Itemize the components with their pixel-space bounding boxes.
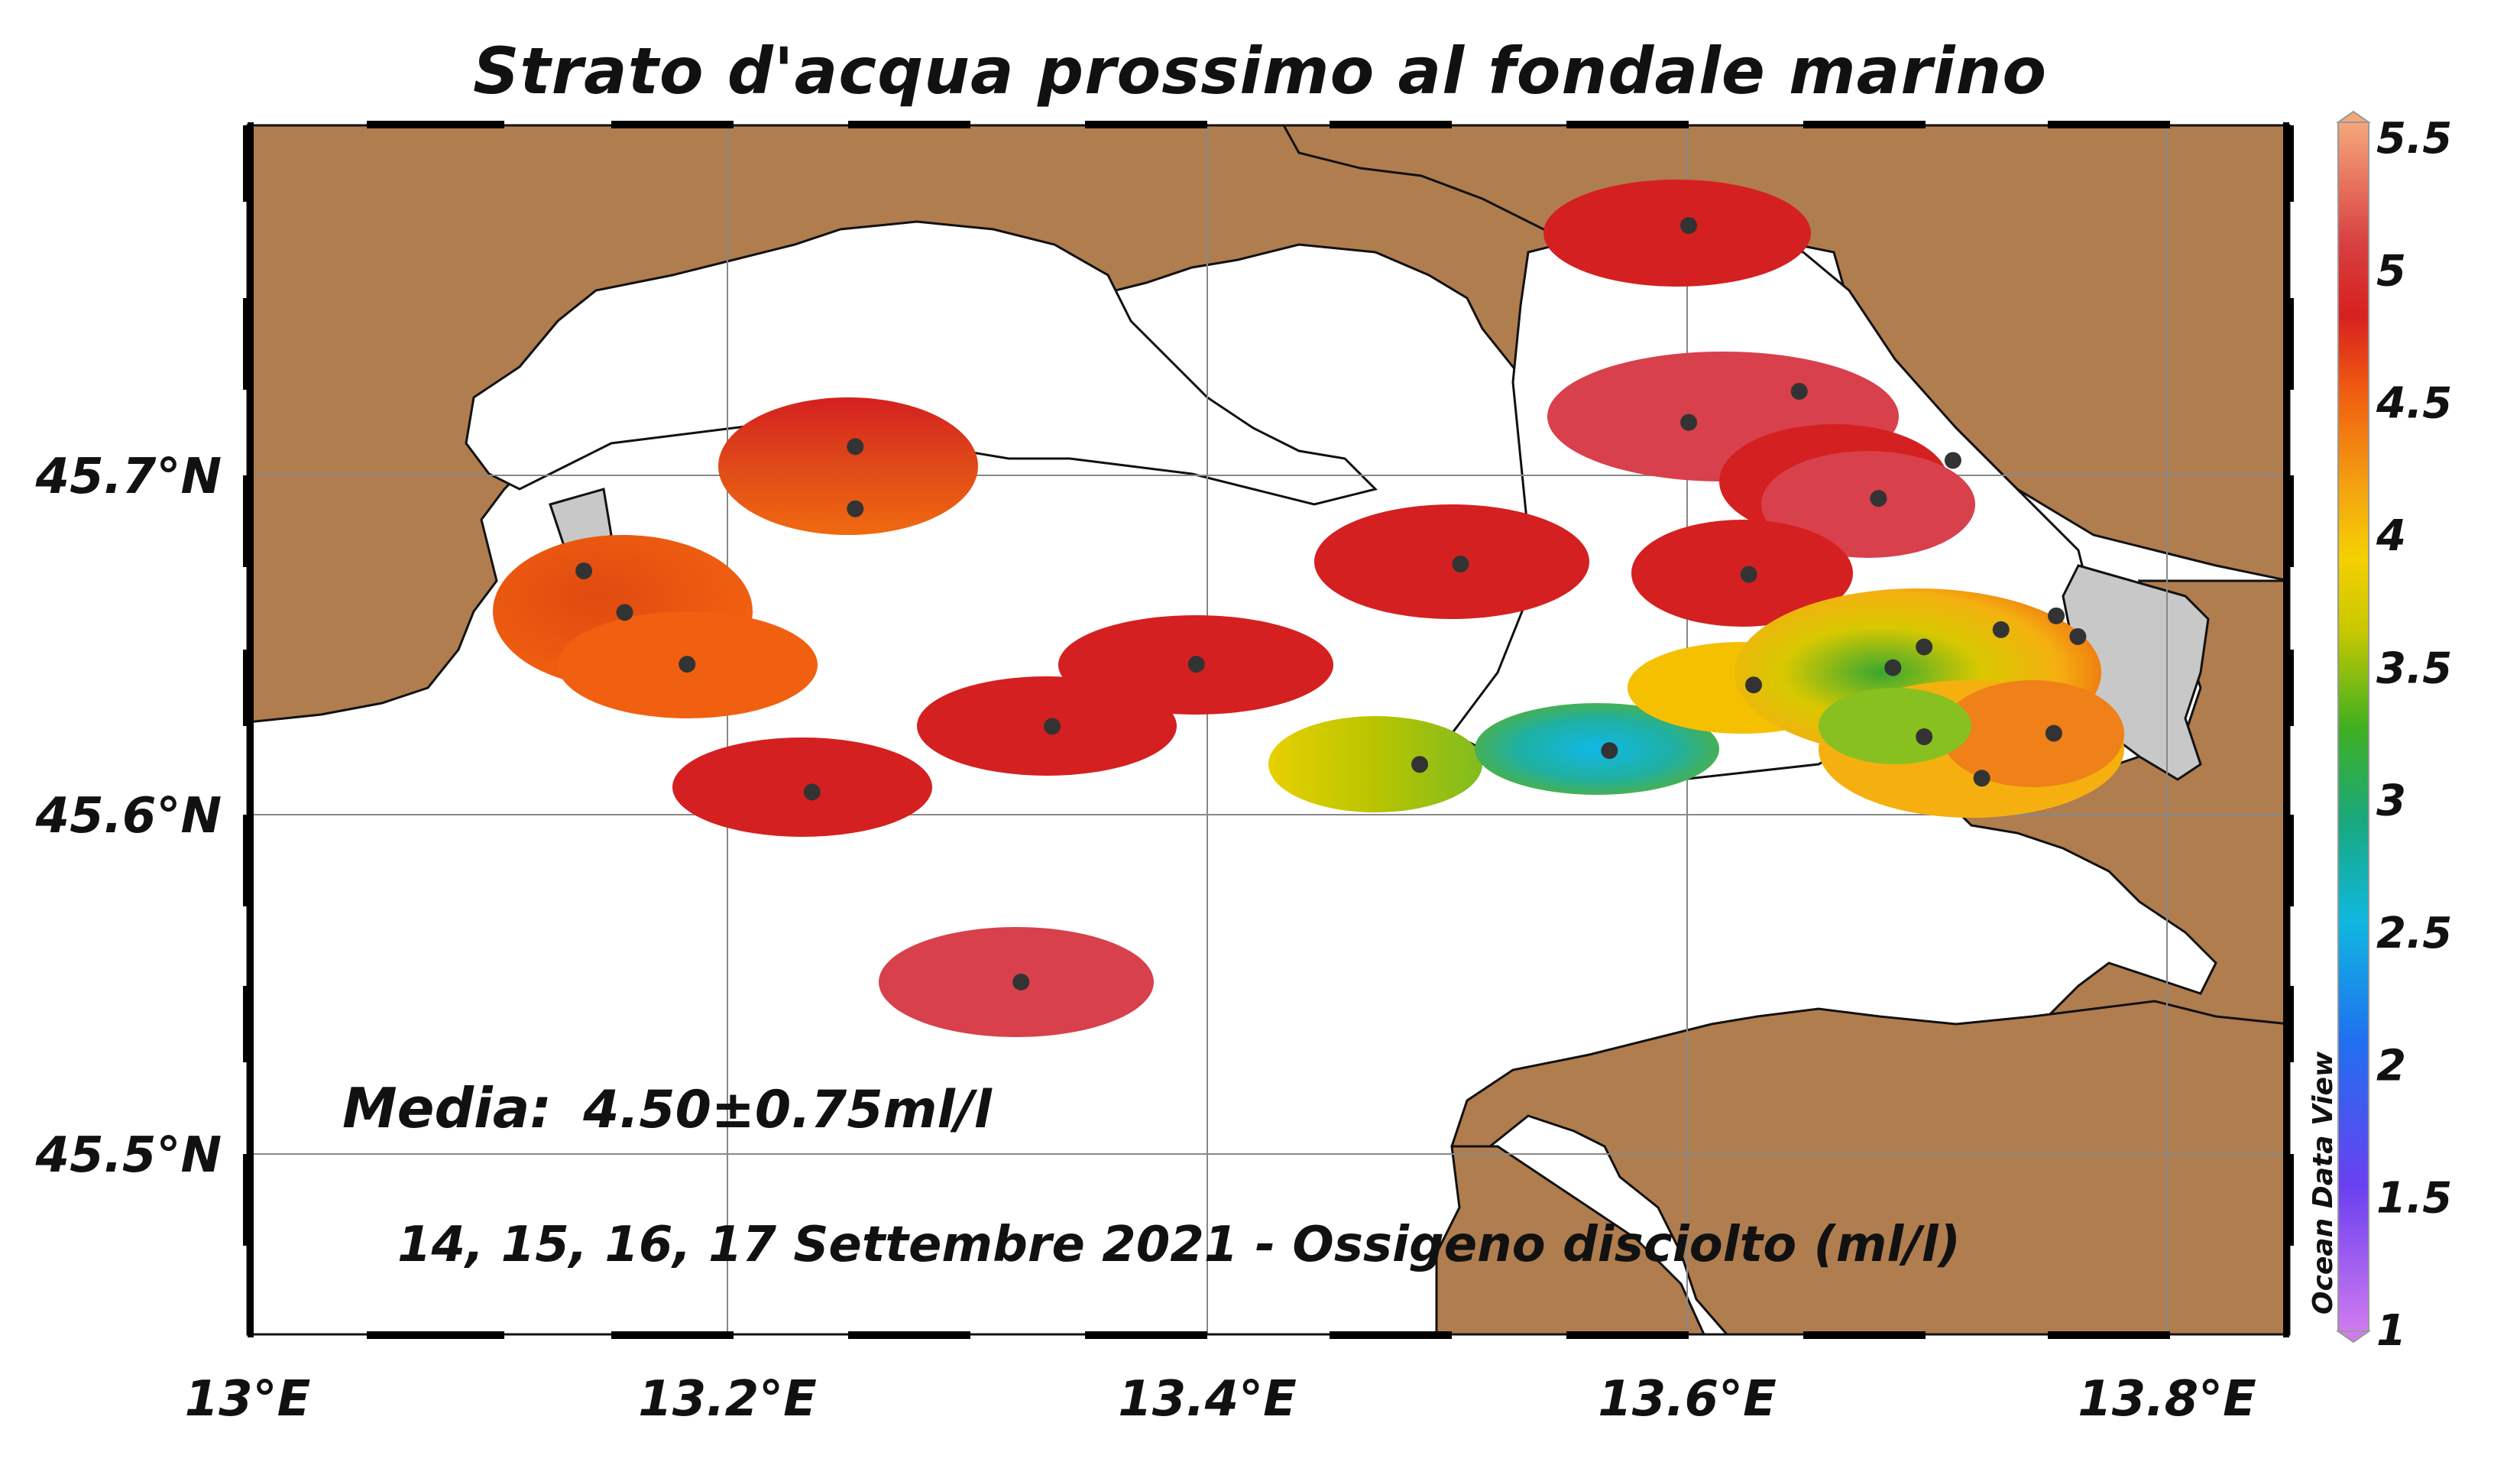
- station-marker: [1680, 217, 1698, 235]
- colorbar-tick-label: 1.5: [2376, 1174, 2452, 1224]
- land-south: [1450, 1000, 2289, 1334]
- station-marker: [1411, 756, 1429, 773]
- colorbar-tick-label: 4: [2376, 511, 2406, 561]
- x-tick-label: 13.6°E: [1598, 1371, 1777, 1428]
- blob-c1: [1314, 504, 1589, 619]
- y-tick-label: 45.7°N: [35, 449, 222, 505]
- station-marker: [2069, 627, 2087, 645]
- blob-e5: [1819, 688, 1971, 764]
- x-tick-label: 13.4°E: [1118, 1371, 1297, 1428]
- blob-e4: [1941, 680, 2124, 787]
- y-tick-label: 45.5°N: [35, 1127, 222, 1184]
- station-marker: [1944, 452, 1961, 469]
- station-marker: [1916, 638, 1933, 656]
- station-marker: [2048, 607, 2065, 624]
- watermark-ocean-data-view: Ocean Data View: [2308, 1051, 2339, 1315]
- mean-label: Media: 4.50±0.75ml/l: [342, 1076, 993, 1140]
- map-title: Strato d'acqua prossimo al fondale marin…: [472, 34, 2048, 109]
- station-marker: [1601, 742, 1618, 760]
- colorbar-tick-label: 2: [2376, 1041, 2406, 1091]
- blob-gulf-north: [1543, 180, 1811, 287]
- station-marker: [575, 562, 593, 580]
- blob-lagoon: [718, 397, 978, 535]
- mean-value: 4.50±0.75ml/l: [582, 1080, 993, 1140]
- station-marker: [1790, 383, 1808, 400]
- station-marker: [1992, 621, 2010, 638]
- x-tick-label: 13.8°E: [2078, 1371, 2256, 1428]
- colorbar-tick-label: 3.5: [2376, 643, 2452, 693]
- station-marker: [1870, 490, 1887, 507]
- blob-cyan: [1475, 703, 1719, 795]
- station-marker: [679, 656, 696, 673]
- station-markers: [575, 217, 2087, 990]
- x-tick-label: 13.2°E: [638, 1371, 817, 1428]
- frame-ticks: [243, 121, 2294, 1339]
- station-marker: [803, 783, 821, 801]
- blob-n4: [1761, 451, 1975, 558]
- colorbar-tick-label: 3: [2376, 776, 2406, 826]
- station-marker: [1973, 770, 1990, 787]
- colorbar-tick-label: 2.5: [2376, 909, 2452, 958]
- station-marker: [1740, 566, 1757, 583]
- colorbar-gradient: [2337, 122, 2369, 1332]
- land-cape: [1435, 1145, 1705, 1334]
- colorbar: 5.5 5 4.5 4 3.5 3 2.5 2 1.5 1: [2335, 110, 2452, 1356]
- y-tick-label: 45.6°N: [35, 788, 222, 844]
- station-marker: [1012, 973, 1030, 990]
- station-marker: [616, 604, 633, 621]
- station-marker: [1044, 718, 1061, 735]
- mean-label-text: Media:: [342, 1076, 552, 1140]
- colorbar-tick-label: 1: [2376, 1306, 2406, 1356]
- map-subtitle: 14, 15, 16, 17 Settembre 2021 - Ossigeno…: [397, 1217, 1961, 1273]
- y-axis-labels: 45.7°N 45.6°N 45.5°N: [35, 449, 222, 1184]
- x-tick-label: 13°E: [185, 1371, 311, 1428]
- colorbar-bottom-arrow: [2335, 1331, 2372, 1344]
- x-axis-labels: 13°E 13.2°E 13.4°E 13.6°E 13.8°E: [185, 1371, 2256, 1428]
- colorbar-tick-label: 5: [2376, 246, 2406, 296]
- station-marker: [1452, 556, 1469, 573]
- station-marker: [847, 438, 864, 455]
- station-marker: [1744, 676, 1762, 694]
- station-marker: [1187, 656, 1205, 673]
- colorbar-tick-label: 4.5: [2376, 379, 2452, 429]
- station-marker: [1680, 413, 1698, 431]
- blob-c4: [672, 737, 932, 837]
- station-marker: [1884, 659, 1902, 676]
- lagoon-water: [465, 220, 1378, 506]
- colorbar-top-arrow: [2335, 110, 2372, 123]
- station-marker: [2045, 725, 2062, 742]
- station-marker: [1916, 728, 1933, 746]
- blob-yg: [1268, 716, 1482, 812]
- station-marker: [847, 500, 864, 517]
- colorbar-tick-label: 5.5: [2376, 114, 2452, 164]
